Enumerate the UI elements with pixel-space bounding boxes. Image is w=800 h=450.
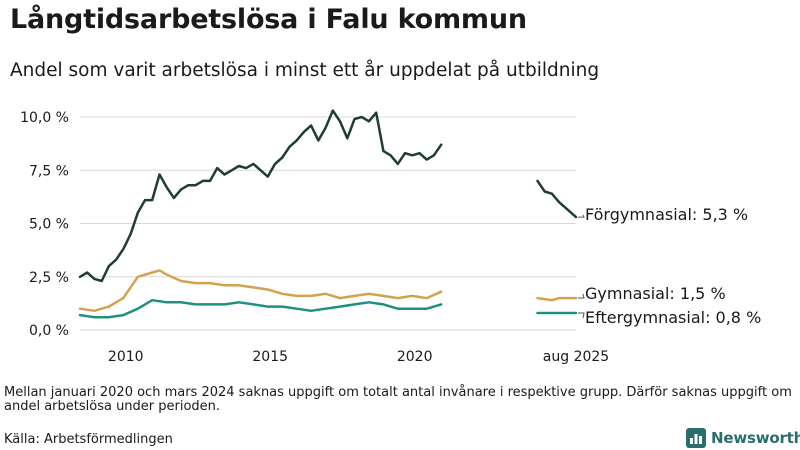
y-axis-tick-labels: 0,0 % 2,5 % 5,0 % 7,5 % 10,0 % (20, 110, 69, 339)
x-axis-tick-labels: 2010 2015 2020 aug 2025 (108, 349, 609, 365)
x-tick-label-1: 2015 (252, 349, 288, 365)
y-tick-label-3: 7,5 % (29, 163, 69, 179)
y-tick-label-1: 2,5 % (29, 270, 69, 286)
x-tick-label-0: 2010 (108, 349, 144, 365)
source-note: Källa: Arbetsförmedlingen (4, 432, 173, 447)
series-label-eftergymnasial: Eftergymnasial: 0,8 % (585, 308, 761, 327)
series-line-eftergymnasial-0 (78, 298, 443, 319)
label-connector-gymnasial (578, 293, 585, 299)
series-label-gymnasial: Gymnasial: 1,5 % (585, 284, 726, 303)
y-tick-label-0: 0,0 % (29, 323, 69, 339)
series-end-labels: Förgymnasial: 5,3 % Gymnasial: 1,5 % Efter… (578, 205, 761, 327)
series-label-forgymnasial: Förgymnasial: 5,3 % (585, 205, 748, 224)
x-tick-label-2: 2020 (397, 349, 433, 365)
newsworthy-logo: Newsworthy (686, 428, 800, 448)
series-line-forgymnasial-0 (78, 109, 443, 283)
label-connector-forgymnasial (578, 214, 585, 218)
series-line-gymnasial-1 (536, 296, 578, 302)
chart-title: Långtidsarbetslösa i Falu kommun (10, 4, 527, 35)
y-tick-label-4: 10,0 % (20, 110, 69, 126)
grid-lines (80, 116, 576, 331)
bar-chart-icon (686, 428, 706, 448)
footnote: Mellan januari 2020 och mars 2024 saknas… (4, 385, 792, 414)
series-line-forgymnasial-1 (536, 179, 578, 219)
chart-subtitle: Andel som varit arbetslösa i minst ett å… (10, 60, 600, 81)
series-lines (78, 109, 578, 319)
label-connector-eftergymnasial (578, 312, 585, 319)
logo-text: Newsworthy (711, 429, 800, 447)
x-tick-label-3: aug 2025 (543, 349, 609, 365)
series-line-gymnasial-0 (78, 269, 443, 313)
y-tick-label-2: 5,0 % (29, 217, 69, 233)
